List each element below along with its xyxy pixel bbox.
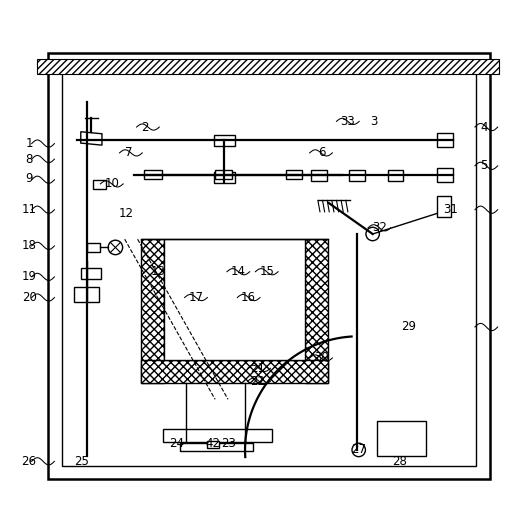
- Text: 32: 32: [372, 222, 387, 234]
- Text: 23: 23: [222, 437, 237, 450]
- Bar: [145, 170, 163, 179]
- Text: 15: 15: [260, 265, 274, 278]
- Bar: [180, 443, 253, 451]
- Bar: [163, 429, 272, 442]
- Bar: [207, 440, 219, 448]
- Bar: [437, 196, 451, 217]
- Bar: [141, 239, 164, 383]
- Bar: [311, 171, 327, 181]
- Text: 42: 42: [205, 437, 220, 450]
- Text: 16: 16: [241, 291, 256, 304]
- Polygon shape: [81, 132, 102, 145]
- Bar: [377, 421, 426, 456]
- Text: 31: 31: [443, 203, 457, 216]
- Circle shape: [108, 240, 123, 255]
- Bar: [215, 170, 232, 179]
- Bar: [164, 239, 305, 359]
- Circle shape: [366, 227, 379, 241]
- Bar: [93, 180, 106, 189]
- Text: 30: 30: [314, 351, 329, 365]
- Text: 24: 24: [169, 437, 184, 450]
- Text: 33: 33: [340, 115, 355, 128]
- Bar: [74, 287, 99, 302]
- Text: 26: 26: [22, 455, 37, 468]
- Bar: [437, 132, 453, 147]
- Text: 21: 21: [250, 362, 265, 375]
- Bar: [437, 168, 453, 182]
- Bar: [350, 171, 365, 181]
- Text: 25: 25: [75, 455, 89, 468]
- Text: 18: 18: [22, 240, 37, 252]
- Bar: [214, 172, 235, 183]
- Text: 22: 22: [250, 375, 265, 388]
- Text: 20: 20: [22, 291, 37, 304]
- Text: 2: 2: [141, 120, 149, 134]
- Text: 8: 8: [25, 153, 33, 165]
- Bar: [81, 268, 102, 279]
- Text: 11: 11: [22, 203, 37, 216]
- Text: 9: 9: [25, 172, 33, 185]
- Text: 13: 13: [151, 265, 166, 278]
- Text: 29: 29: [401, 321, 416, 333]
- Text: 6: 6: [318, 146, 326, 160]
- Bar: [37, 59, 499, 74]
- Bar: [88, 243, 100, 252]
- Text: 19: 19: [22, 270, 37, 284]
- Text: 17: 17: [189, 291, 204, 304]
- Text: 28: 28: [392, 455, 407, 468]
- Text: 27: 27: [351, 443, 366, 456]
- Text: 12: 12: [119, 207, 134, 220]
- Text: 4: 4: [480, 120, 487, 134]
- Bar: [305, 239, 328, 383]
- Text: 1: 1: [25, 137, 33, 150]
- Bar: [141, 359, 328, 383]
- Bar: [214, 135, 235, 146]
- Text: 3: 3: [370, 115, 378, 128]
- Text: 7: 7: [125, 146, 133, 160]
- Bar: [62, 66, 477, 466]
- Bar: [388, 171, 402, 181]
- Circle shape: [352, 443, 365, 457]
- Text: 5: 5: [480, 160, 487, 172]
- Bar: [286, 170, 302, 179]
- Text: 10: 10: [104, 178, 119, 190]
- Bar: [48, 53, 490, 480]
- Text: 14: 14: [231, 265, 246, 278]
